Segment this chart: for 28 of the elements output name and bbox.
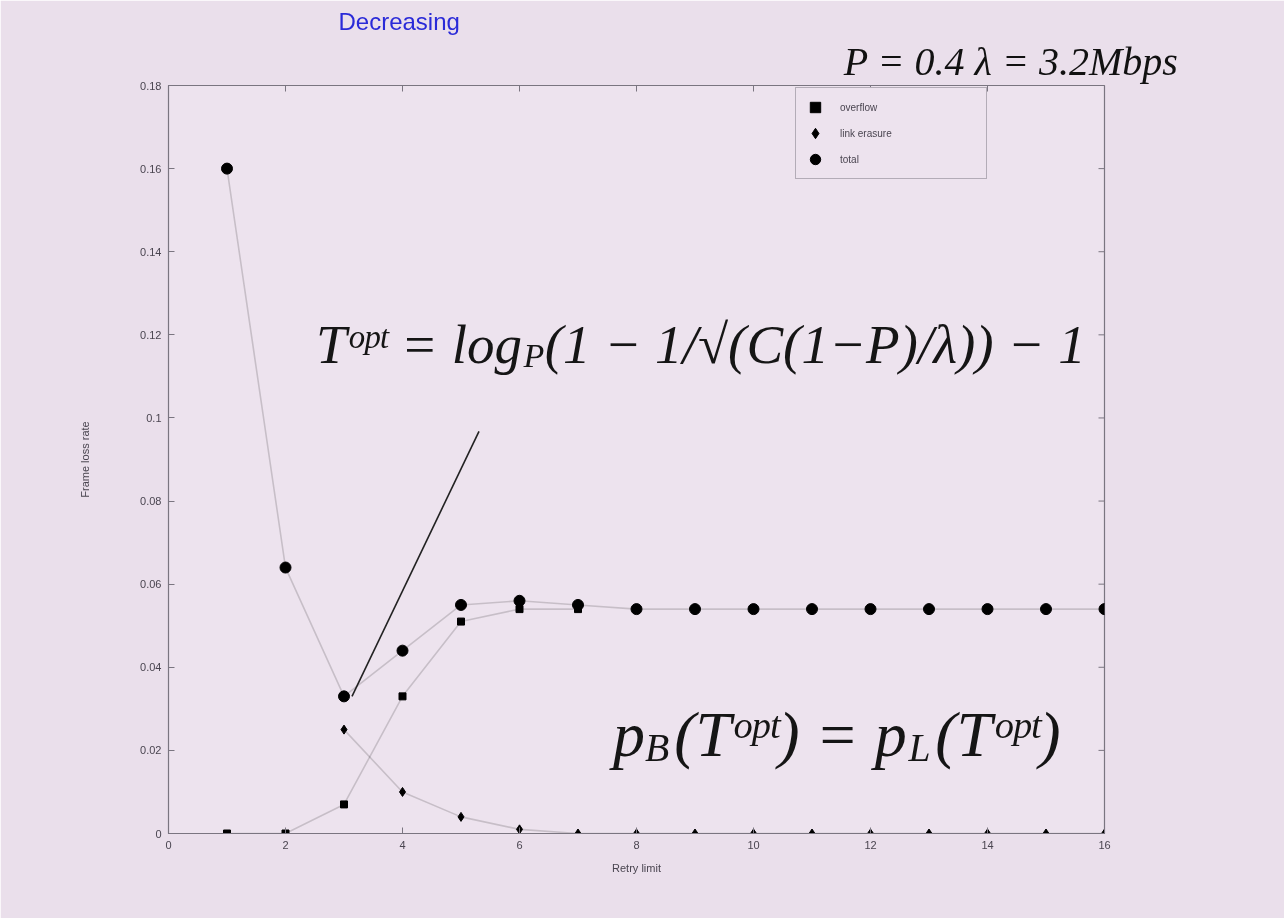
- legend-label: overflow: [840, 100, 879, 115]
- annotation: Tᵒᵖᵗ = logP(1 − 1/√(C(1−P)/λ)) − 1: [316, 313, 1086, 375]
- x-tick-label: 14: [981, 838, 994, 851]
- y-tick-label: 0.12: [140, 328, 162, 341]
- y-tick-label: 0.16: [140, 162, 162, 175]
- legend-label: link erasure: [840, 126, 893, 141]
- y-tick-label: 0.04: [140, 661, 162, 674]
- x-tick-label: 6: [516, 838, 523, 851]
- y-tick-label: 0.08: [140, 495, 162, 508]
- x-tick-label: 4: [399, 838, 406, 851]
- y-tick-label: 0: [155, 827, 162, 840]
- x-axis-title: Retry limit: [612, 861, 661, 874]
- y-axis-title: Frame loss rate: [79, 421, 92, 498]
- y-tick-label: 0.02: [140, 744, 162, 757]
- legend-label: total: [840, 152, 860, 167]
- x-tick-label: 16: [1098, 838, 1111, 851]
- x-tick-label: 10: [747, 838, 760, 851]
- chart-subtitle: P = 0.4 λ = 3.2Mbps: [842, 38, 1178, 84]
- y-tick-label: 0.14: [140, 245, 162, 258]
- x-tick-label: 8: [633, 838, 640, 851]
- annotation: pB(Tᵒᵖᵗ) = pL(Tᵒᵖᵗ): [609, 699, 1061, 771]
- chart-title: Decreasing: [338, 7, 460, 35]
- x-tick-label: 12: [864, 838, 877, 851]
- x-tick-label: 0: [165, 838, 172, 851]
- y-tick-label: 0.1: [146, 411, 162, 424]
- y-tick-label: 0.18: [140, 79, 162, 92]
- y-tick-label: 0.06: [140, 578, 162, 591]
- x-tick-label: 2: [282, 838, 289, 851]
